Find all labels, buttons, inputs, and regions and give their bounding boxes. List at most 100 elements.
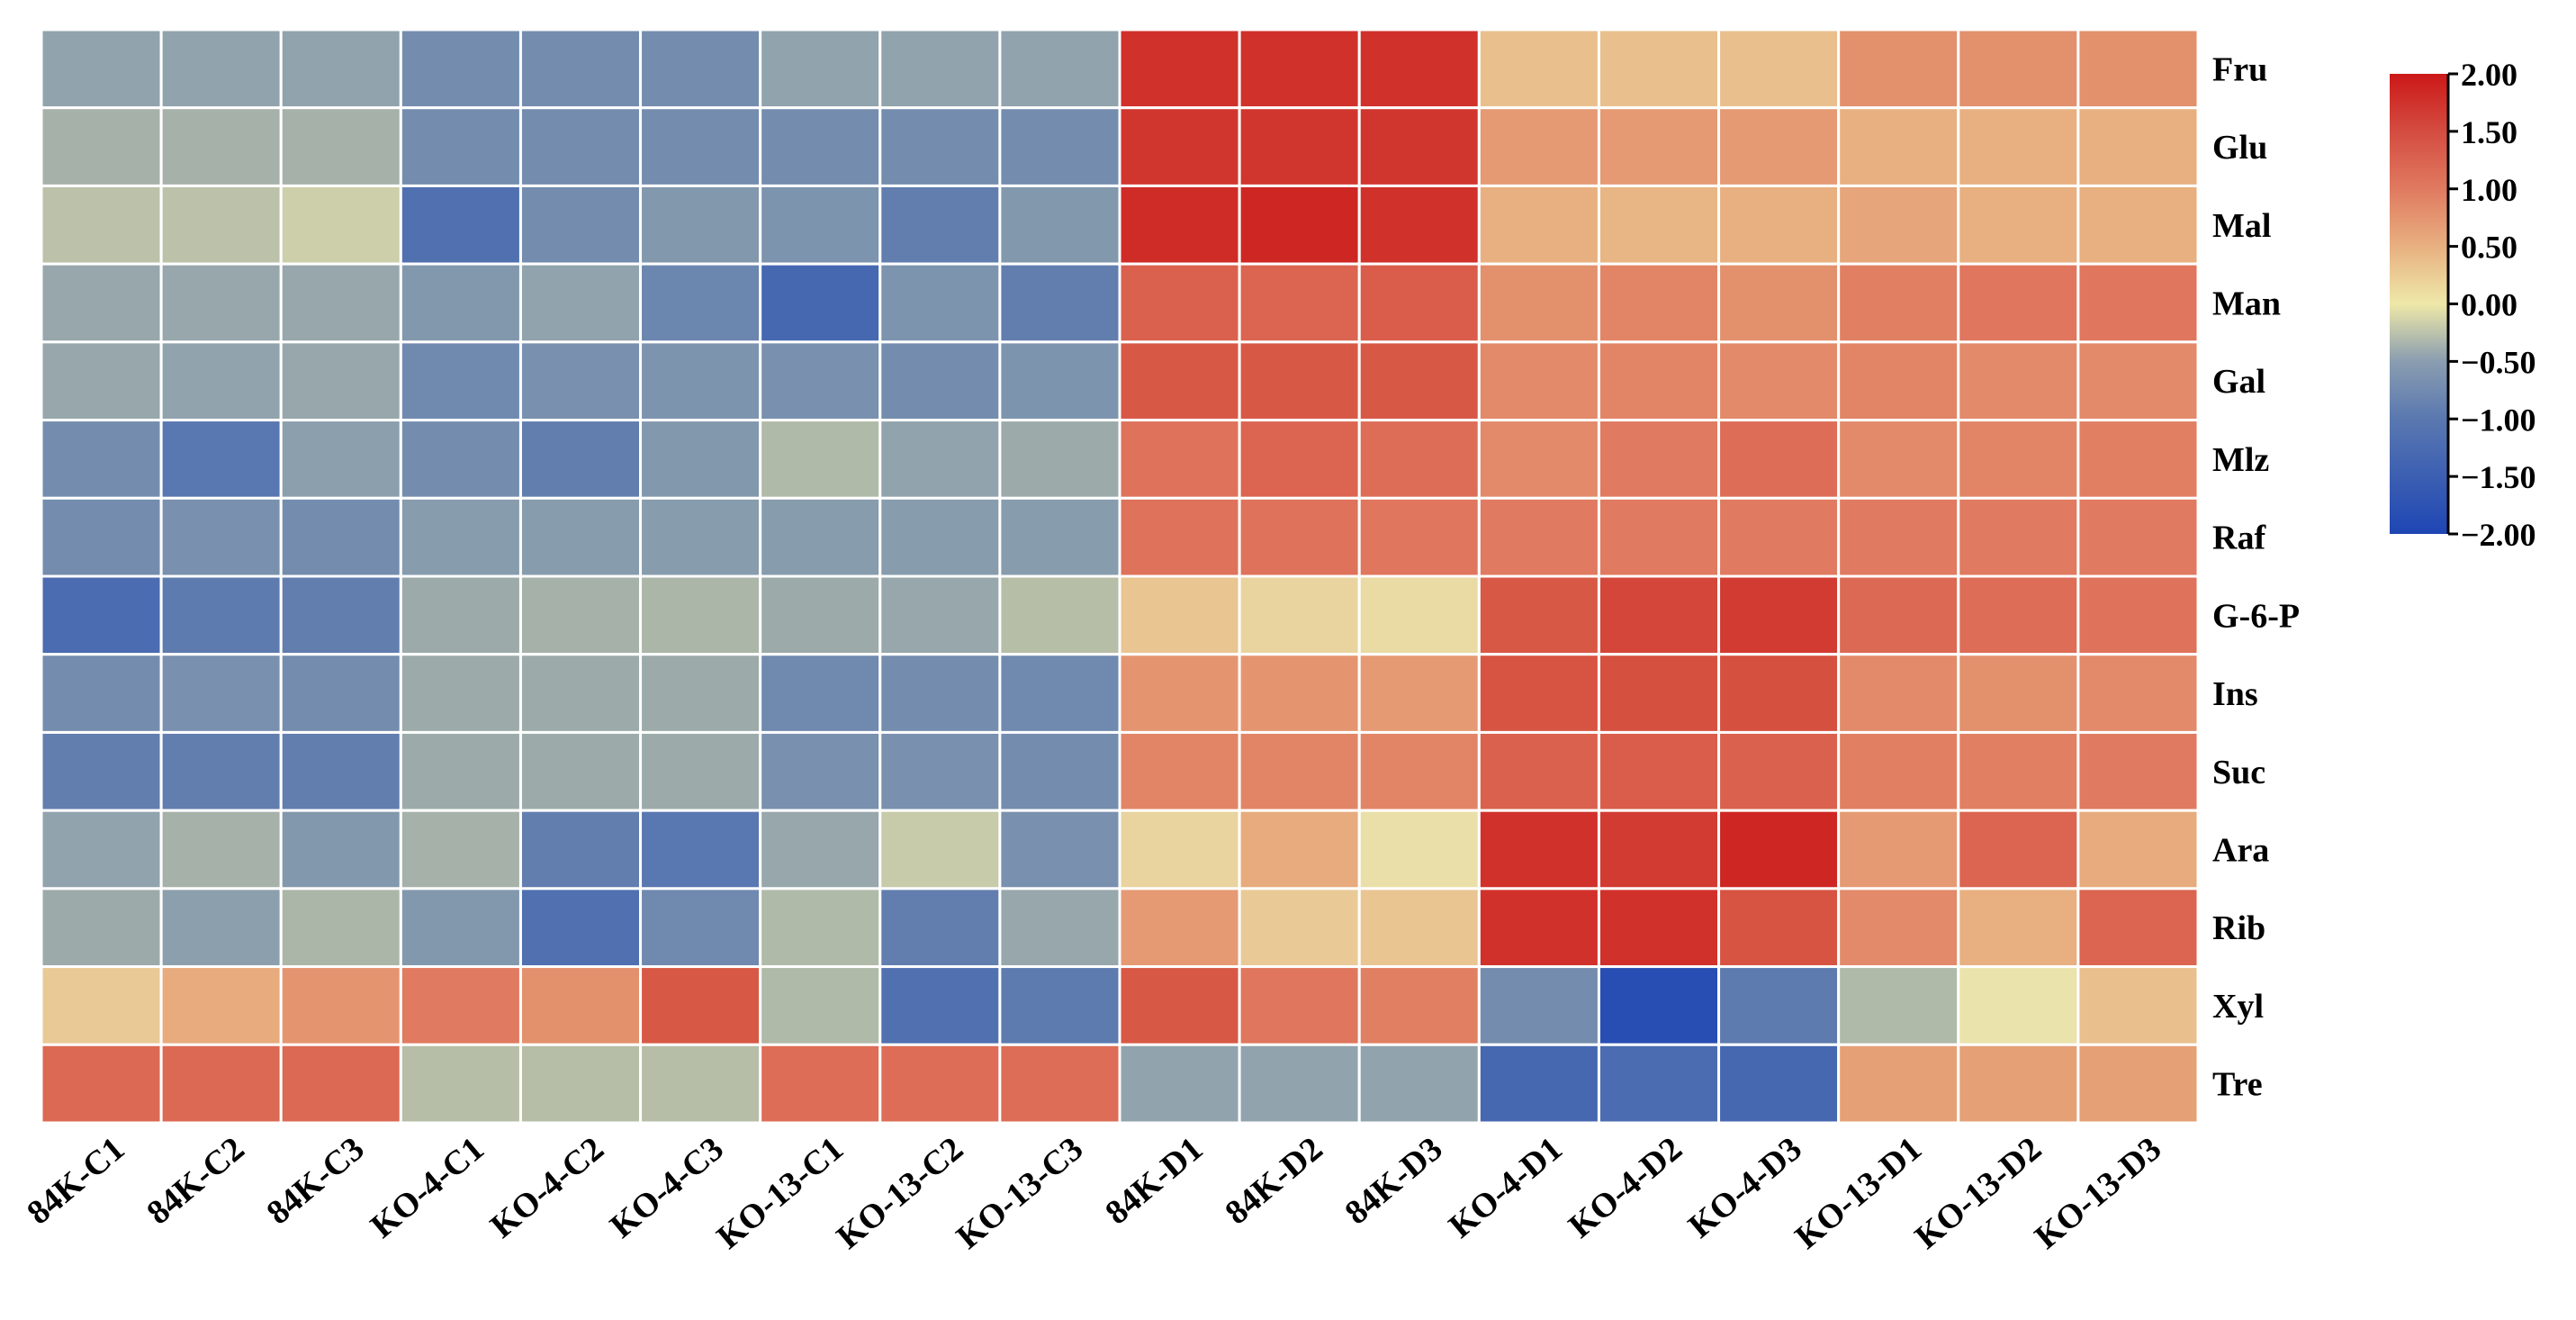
heatmap-cell-Mlz-KO-13-D2 [1957, 419, 2080, 500]
heatmap-cell-Gal-KO-13-D2 [1957, 340, 2080, 422]
heatmap-cell-Man-KO-13-D1 [1837, 262, 1960, 344]
heatmap-cell-Suc-KO-13-C3 [998, 730, 1121, 812]
column-label: KO-4-D1 [1442, 1130, 1570, 1246]
heatmap-cell-Glu-84K-C2 [159, 106, 283, 187]
heatmap-cell-Suc-KO-13-D3 [2076, 730, 2200, 812]
heatmap-cell-Ara-84K-D1 [1118, 809, 1241, 891]
colorbar-tick-label: −0.50 [2461, 344, 2536, 380]
heatmap-cell-Xyl-KO-4-C1 [399, 965, 522, 1046]
heatmap-cell-Rib-KO-13-D3 [2076, 887, 2200, 969]
heatmap-cell-G-6-P-KO-13-D1 [1837, 574, 1960, 656]
heatmap-cell-Gal-84K-C3 [279, 340, 402, 422]
colorbar: 2.00 1.50 1.00 0.50 0.00 −0.50 −1.00 −1.50 −2.00 [2390, 57, 2536, 553]
row-label: Raf [2212, 520, 2266, 557]
column-labels: 84K-C1 84K-C2 84K-C3KO-4-C1KO-4-C2KO-4-C3K… [20, 1130, 2168, 1257]
heatmap-cell-Rib-KO-4-C2 [518, 887, 643, 969]
heatmap-cell-Fru-KO-4-C1 [399, 28, 522, 110]
heatmap-cell-G-6-P-84K-C2 [159, 574, 283, 656]
row-label: Glu [2212, 129, 2267, 167]
heatmap-cell-Xyl-KO-13-C2 [878, 965, 1002, 1046]
heatmap-cell-Fru-KO-4-C3 [639, 28, 762, 110]
heatmap-cell-Raf-KO-13-C3 [998, 496, 1121, 578]
heatmap-cell-Xyl-84K-D1 [1118, 965, 1241, 1046]
heatmap-cell-Ins-KO-4-C2 [518, 653, 643, 734]
heatmap-cell-Mal-KO-4-D3 [1717, 184, 1841, 266]
heatmap-cell-Rib-84K-C3 [279, 887, 402, 969]
heatmap-cell-Rib-84K-C2 [159, 887, 283, 969]
heatmap-cell-Xyl-84K-C1 [40, 965, 163, 1046]
heatmap-cell-Mal-KO-13-C1 [759, 184, 882, 266]
heatmap-cell-Xyl-KO-13-C3 [998, 965, 1121, 1046]
heatmap-cell-Man-KO-4-C2 [518, 262, 643, 344]
heatmap-cell-Suc-84K-C2 [159, 730, 283, 812]
heatmap-cell-Mal-KO-13-C2 [878, 184, 1002, 266]
heatmap-cell-Mal-84K-D3 [1357, 184, 1481, 266]
heatmap-cell-Ins-84K-D1 [1118, 653, 1241, 734]
column-label: KO-13-D2 [1908, 1130, 2049, 1257]
heatmap-cell-Mal-84K-D2 [1238, 184, 1361, 266]
heatmap-cell-Gal-KO-4-C2 [518, 340, 643, 422]
heatmap-cell-Man-84K-D3 [1357, 262, 1481, 344]
heatmap-cell-Rib-KO-4-D2 [1597, 887, 1721, 969]
heatmap-cell-Raf-KO-13-D2 [1957, 496, 2080, 578]
heatmap-cell-Ara-KO-4-D3 [1717, 809, 1841, 891]
heatmap-cell-Fru-KO-4-D2 [1597, 28, 1721, 110]
heatmap-cell-Tre-84K-D2 [1238, 1043, 1361, 1125]
heatmap-cell-Tre-84K-C3 [279, 1043, 402, 1125]
heatmap-cell-Glu-KO-13-D3 [2076, 106, 2200, 187]
heatmap-cell-Xyl-KO-4-D1 [1477, 965, 1600, 1046]
heatmap-cell-Tre-KO-4-D1 [1477, 1043, 1600, 1125]
heatmap-cell-Gal-84K-D2 [1238, 340, 1361, 422]
heatmap-cell-Mal-84K-C2 [159, 184, 283, 266]
column-label: KO-4-C2 [483, 1130, 611, 1246]
heatmap-cell-Glu-KO-4-D2 [1597, 106, 1721, 187]
heatmap-cell-Man-KO-4-D1 [1477, 262, 1600, 344]
heatmap-cell-Ara-KO-4-C3 [639, 809, 762, 891]
heatmap-cell-Suc-KO-4-C3 [639, 730, 762, 812]
heatmap-cell-Raf-KO-4-D2 [1597, 496, 1721, 578]
heatmap-cell-Raf-84K-D2 [1238, 496, 1361, 578]
heatmap-cell-Raf-84K-D3 [1357, 496, 1481, 578]
heatmap-cell-Gal-KO-4-D3 [1717, 340, 1841, 422]
heatmap-cell-Fru-84K-D2 [1238, 28, 1361, 110]
heatmap-cell-Ara-KO-13-C2 [878, 809, 1002, 891]
heatmap-cell-Fru-84K-D3 [1357, 28, 1481, 110]
heatmap-cell-Glu-KO-4-D1 [1477, 106, 1600, 187]
heatmap-cell-Mlz-KO-13-C1 [759, 419, 882, 500]
heatmap-cell-Man-KO-13-D3 [2076, 262, 2200, 344]
heatmap-cell-Tre-KO-13-C3 [998, 1043, 1121, 1125]
heatmap-cell-Fru-KO-13-D3 [2076, 28, 2200, 110]
colorbar-tick-label: 1.50 [2461, 114, 2517, 150]
row-label: Ara [2212, 832, 2269, 870]
heatmap-cell-Ara-KO-4-D1 [1477, 809, 1600, 891]
heatmap-cell-Glu-KO-4-C2 [518, 106, 643, 187]
heatmap-cell-Xyl-KO-13-D3 [2076, 965, 2200, 1046]
heatmap-cell-G-6-P-KO-4-C3 [639, 574, 762, 656]
heatmap-cell-Rib-84K-D1 [1118, 887, 1241, 969]
colorbar-tick-label: −1.00 [2461, 402, 2536, 438]
heatmap-cell-Suc-KO-4-C2 [518, 730, 643, 812]
heatmap-cell-Tre-KO-4-C2 [518, 1043, 643, 1125]
row-label: Suc [2212, 754, 2265, 791]
heatmap-cell-Fru-KO-13-D1 [1837, 28, 1960, 110]
heatmap-cell-G-6-P-KO-4-C1 [399, 574, 522, 656]
heatmap-cell-Ins-KO-13-D1 [1837, 653, 1960, 734]
heatmap-cell-Gal-84K-C1 [40, 340, 163, 422]
column-label: 84K-C3 [260, 1130, 372, 1233]
heatmap-cell-Tre-KO-4-D3 [1717, 1043, 1841, 1125]
heatmap-cell-Mal-84K-C1 [40, 184, 163, 266]
heatmap-cell-Raf-KO-13-C2 [878, 496, 1002, 578]
heatmap-cell-Mal-KO-13-D2 [1957, 184, 2080, 266]
heatmap-cell-Ins-84K-C2 [159, 653, 283, 734]
heatmap-cell-G-6-P-KO-4-C2 [518, 574, 643, 656]
column-label: KO-13-D1 [1788, 1130, 1929, 1257]
heatmap-cell-Fru-KO-13-D2 [1957, 28, 2080, 110]
column-label: KO-4-C1 [364, 1130, 491, 1246]
heatmap-cell-Tre-KO-13-D1 [1837, 1043, 1960, 1125]
column-label: KO-13-D3 [2028, 1130, 2168, 1257]
heatmap-cell-Tre-84K-D3 [1357, 1043, 1481, 1125]
row-label: Mlz [2212, 441, 2269, 479]
heatmap-cell-Suc-KO-4-C1 [399, 730, 522, 812]
column-label: 84K-C2 [140, 1130, 251, 1233]
